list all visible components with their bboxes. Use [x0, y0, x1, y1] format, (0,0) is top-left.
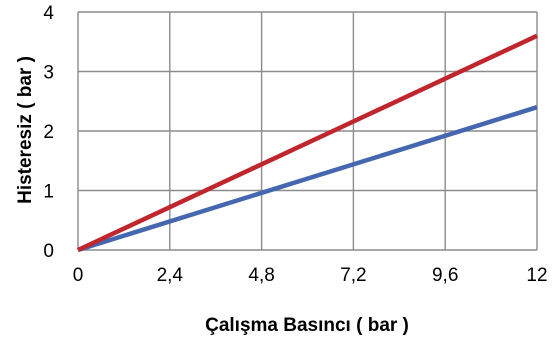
- y-tick-label: 1: [43, 182, 54, 203]
- x-tick-label: 12: [526, 265, 547, 286]
- grid: [77, 11, 538, 251]
- y-tick-label: 0: [43, 241, 54, 262]
- y-tick-label: 2: [43, 122, 54, 143]
- x-tick-label: 9,6: [432, 265, 458, 286]
- series-group: [77, 33, 538, 253]
- x-axis-title: Çalışma Basıncı ( bar ): [205, 315, 409, 336]
- series-line-1: [77, 105, 538, 253]
- x-tick-label: 4,8: [248, 265, 274, 286]
- x-tick-label: 0: [73, 265, 84, 286]
- series-line-2: [77, 33, 538, 253]
- x-tick-label: 7,2: [340, 265, 366, 286]
- y-axis-title: Histeresiz ( bar ): [15, 56, 36, 204]
- y-tick-label: 3: [43, 63, 54, 84]
- y-axis-ticks: 0 1 2 3 4: [43, 3, 54, 262]
- x-tick-label: 2,4: [157, 265, 184, 286]
- y-tick-label: 4: [43, 3, 54, 24]
- x-axis-ticks: 0 2,4 4,8 7,2 9,6 12: [73, 265, 548, 286]
